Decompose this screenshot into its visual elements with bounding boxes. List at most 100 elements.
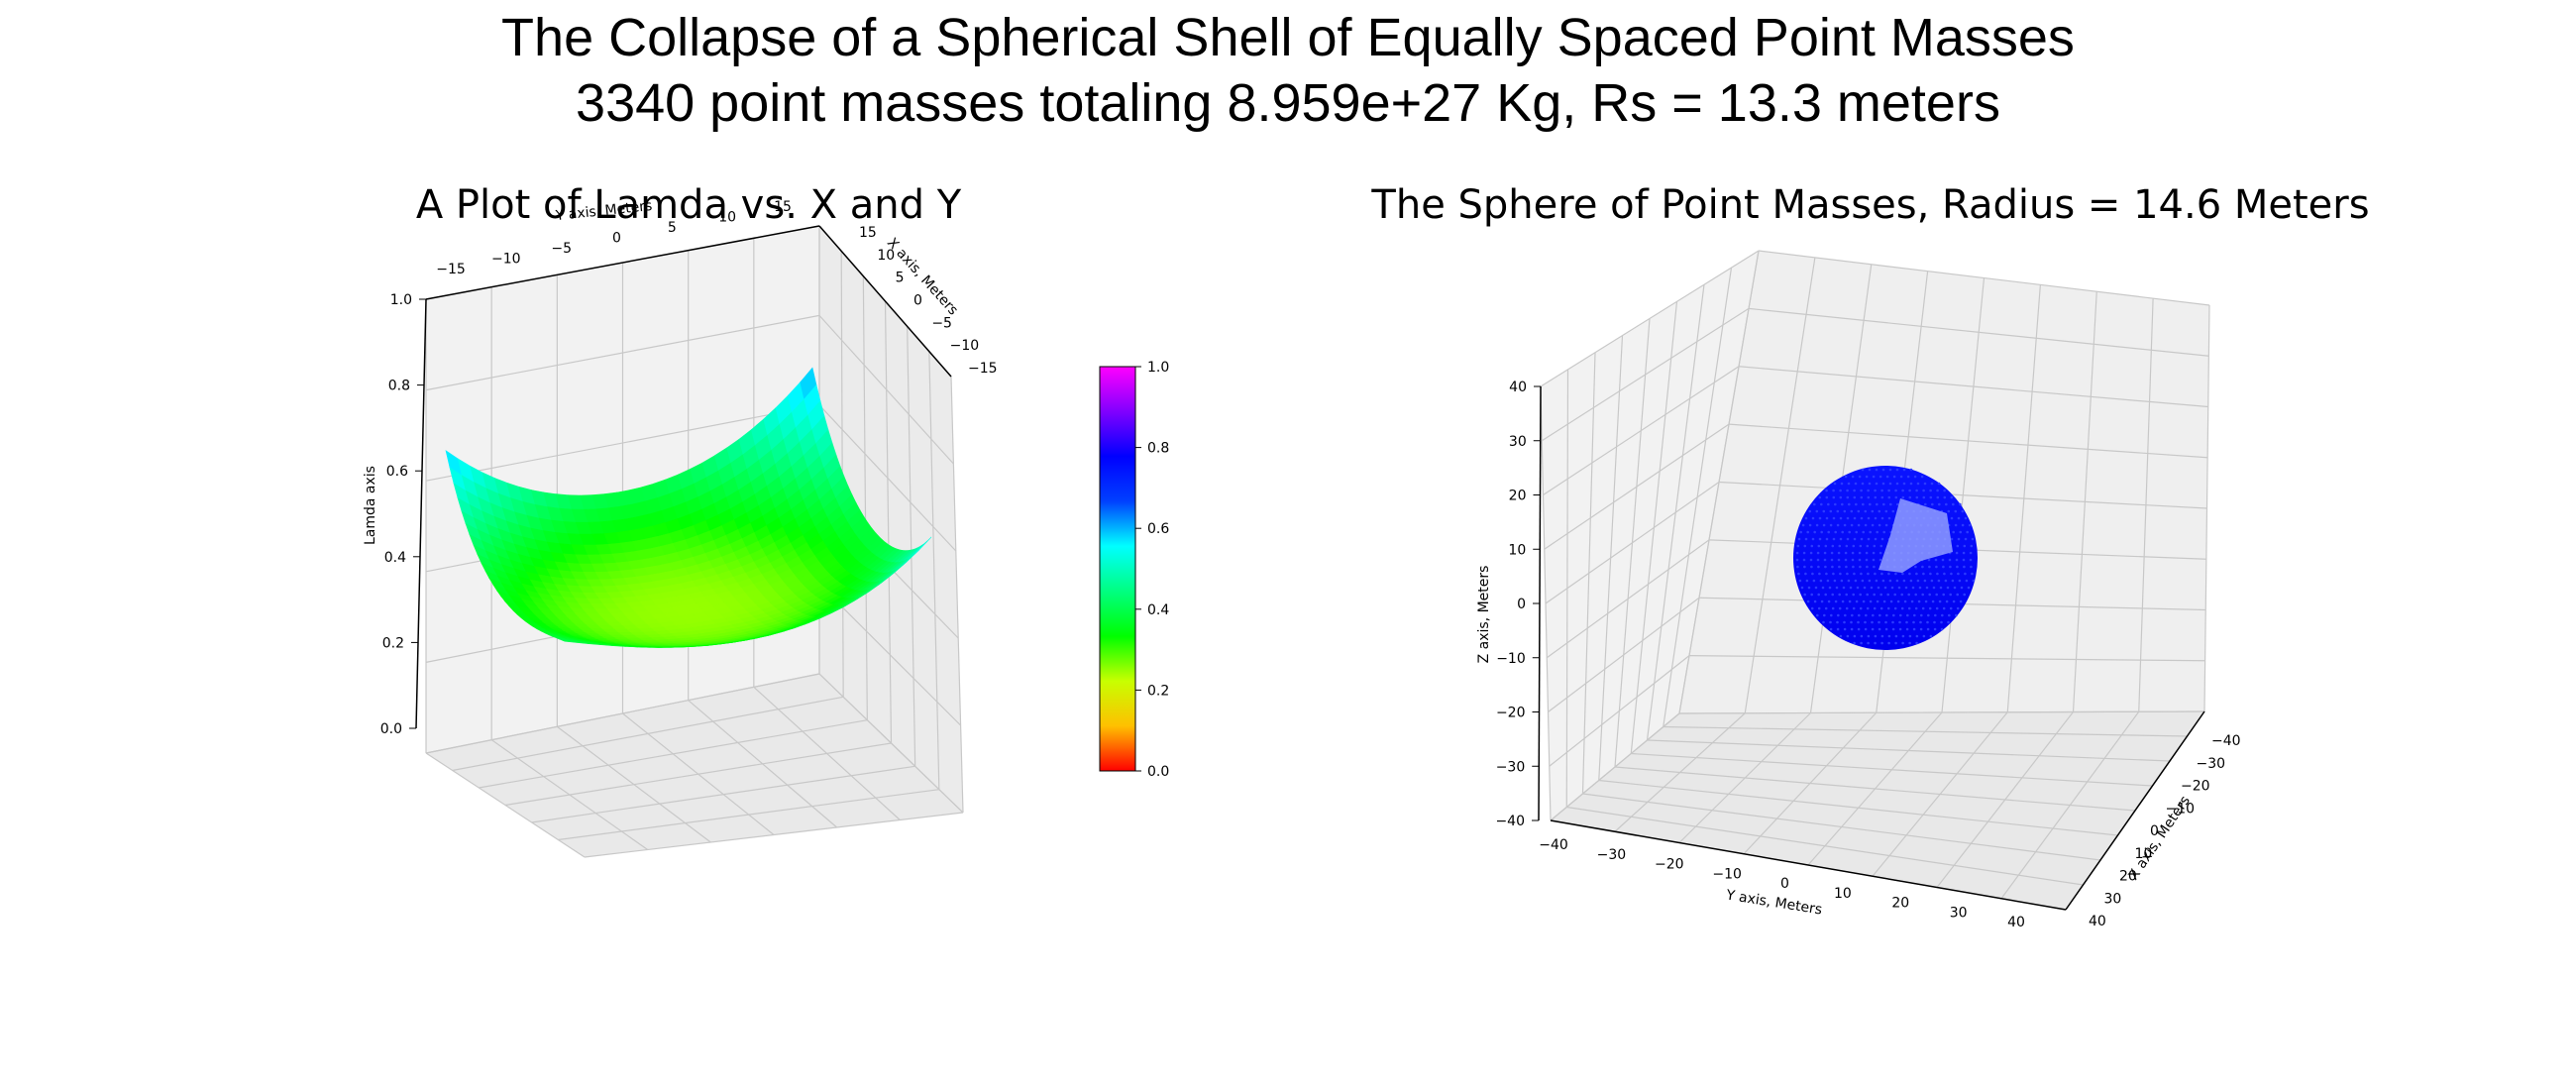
point-mass	[1846, 537, 1850, 541]
point-mass	[1858, 558, 1862, 562]
point-mass	[1912, 620, 1915, 624]
gridline	[1540, 250, 1760, 387]
point-mass	[1928, 565, 1931, 569]
point-mass	[1889, 502, 1892, 506]
point-mass	[1822, 620, 1825, 624]
point-mass	[1948, 613, 1951, 617]
point-mass	[1955, 613, 1958, 617]
point-mass	[1869, 600, 1873, 603]
point-mass	[1921, 593, 1924, 597]
gridline	[1544, 423, 1730, 550]
point-mass	[1836, 523, 1840, 527]
gridline	[1614, 766, 2136, 812]
gridline	[558, 789, 939, 841]
point-mass	[1839, 489, 1842, 492]
point-mass	[1905, 627, 1909, 631]
point-mass	[1861, 579, 1865, 583]
point-mass	[1845, 565, 1848, 569]
point-mass	[1845, 606, 1849, 610]
point-mass	[1846, 572, 1849, 576]
point-mass	[1831, 544, 1835, 548]
point-mass	[1830, 551, 1834, 555]
point-mass	[1852, 593, 1855, 597]
point-mass	[1917, 600, 1921, 603]
point-mass	[1880, 641, 1883, 645]
point-mass	[1887, 495, 1891, 499]
point-mass	[1956, 544, 1960, 548]
point-mass	[1945, 502, 1948, 506]
point-mass	[1804, 537, 1808, 541]
gridline	[1543, 366, 1740, 496]
point-mass	[1825, 572, 1828, 576]
point-mass	[1963, 544, 1967, 548]
point-mass	[1842, 586, 1846, 590]
point-mass	[1878, 620, 1880, 624]
point-mass	[1957, 537, 1961, 541]
point-mass	[1891, 620, 1894, 624]
point-mass	[1812, 579, 1816, 583]
y-tick-label: 0	[612, 231, 621, 247]
point-mass	[1839, 537, 1843, 541]
point-mass	[1864, 509, 1868, 513]
point-mass	[1865, 558, 1869, 562]
left-plot-title: A Plot of Lamda vs. X and Y	[416, 182, 962, 228]
point-mass	[1860, 495, 1864, 499]
point-mass	[1799, 530, 1802, 534]
point-mass	[1848, 600, 1852, 603]
point-mass	[1823, 613, 1826, 617]
point-mass	[1950, 516, 1954, 520]
point-mass	[1859, 565, 1862, 569]
point-mass	[1938, 502, 1941, 506]
point-mass	[1841, 600, 1845, 603]
right-back-pane	[1541, 251, 1759, 820]
point-mass	[1930, 482, 1934, 486]
point-mass	[1864, 620, 1867, 624]
right-gridlines	[1540, 250, 2210, 911]
point-mass	[1955, 558, 1959, 562]
point-mass	[1933, 627, 1937, 631]
z-tick-label: 1.0	[390, 292, 412, 308]
point-mass	[1853, 495, 1857, 499]
point-mass	[1867, 516, 1871, 520]
point-mass	[1923, 579, 1927, 583]
point-mass	[1843, 627, 1847, 631]
point-mass	[1857, 523, 1861, 527]
left-zlabel: Lamda axis	[363, 466, 378, 545]
point-mass	[1908, 572, 1911, 576]
right-y-axis-line	[1550, 819, 2067, 911]
point-mass	[1888, 482, 1892, 486]
point-mass	[1943, 495, 1947, 499]
gridline	[584, 812, 964, 858]
point-mass	[1965, 579, 1969, 583]
y-tick-label: −15	[436, 262, 466, 277]
point-mass	[1810, 606, 1814, 610]
point-mass	[1845, 544, 1849, 548]
point-mass	[1944, 579, 1948, 583]
point-mass	[1914, 593, 1917, 597]
point-mass	[1880, 634, 1884, 638]
point-mass	[1887, 516, 1891, 520]
colorbar: 0.0 0.2 0.4 0.6 0.8 1.0	[1099, 360, 1169, 780]
point-mass	[1832, 516, 1836, 520]
point-mass	[1851, 613, 1854, 617]
point-mass	[1810, 544, 1814, 548]
point-mass	[1871, 523, 1875, 527]
point-mass	[1843, 509, 1847, 513]
point-mass	[1839, 634, 1843, 638]
point-mass	[1811, 572, 1814, 576]
point-mass	[1806, 530, 1809, 534]
point-mass	[1909, 468, 1913, 472]
point-mass	[1875, 482, 1878, 486]
point-mass	[1829, 627, 1833, 631]
point-mass	[1822, 509, 1826, 513]
surface-patch	[914, 536, 932, 554]
point-mass	[1885, 475, 1889, 479]
gridline	[2138, 298, 2154, 712]
z-tick-label: 0.0	[380, 721, 402, 737]
point-mass	[1946, 586, 1950, 590]
colorbar-tick-label: 0.8	[1147, 441, 1169, 457]
z-tick-label: −40	[1495, 814, 1525, 829]
y-tick-label: 15	[774, 199, 792, 215]
x-tick-label: 10	[2135, 846, 2153, 862]
point-mass	[1941, 558, 1945, 562]
